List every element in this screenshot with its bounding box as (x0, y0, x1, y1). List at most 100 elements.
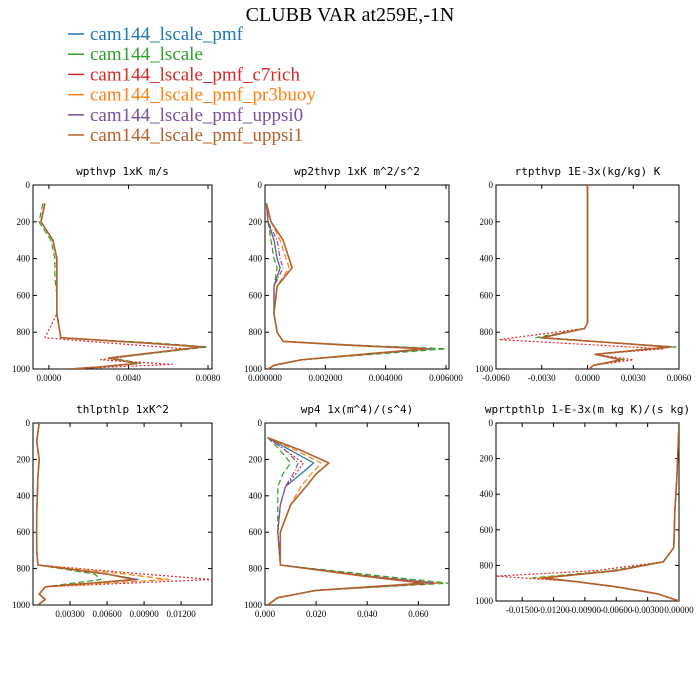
legend-label: cam144_lscale_pmf (90, 24, 244, 45)
series-line (265, 203, 426, 369)
legend: cam144_lscale_pmfcam144_lscalecam144_lsc… (68, 24, 316, 146)
panel-title: wp4 1x(m^4)/(s^4) (301, 403, 414, 416)
series-line (537, 423, 679, 601)
y-tick-label: 1000 (244, 364, 263, 374)
x-tick-label: -0.0030 (528, 373, 556, 383)
y-tick-label: 600 (249, 527, 263, 537)
x-tick-label: -0.0060 (482, 373, 510, 383)
y-tick-label: 400 (17, 491, 31, 501)
series-line (36, 423, 102, 605)
y-tick-label: 800 (480, 560, 494, 570)
x-tick-label: -0.00900 (569, 605, 602, 615)
y-tick-label: 1000 (475, 596, 494, 606)
series-line (40, 203, 205, 369)
plot-frame (495, 422, 680, 602)
y-tick-label: 400 (480, 254, 494, 264)
y-tick-label: 200 (249, 217, 263, 227)
y-tick-label: 0 (26, 180, 31, 190)
series-line (267, 437, 435, 605)
series-line (541, 185, 673, 369)
x-tick-label: 0.0000 (37, 373, 62, 383)
panel-title: thlpthlp 1xK^2 (76, 403, 169, 416)
x-tick-label: 0.0060 (667, 373, 692, 383)
y-tick-label: 400 (17, 254, 31, 264)
panel-title: rtpthvp 1E-3x(kg/kg) K (515, 165, 661, 178)
series-line (531, 423, 679, 601)
chart-panel: wp2thvp 1xK m^2/s^2020040060080010000.00… (244, 165, 463, 383)
series-line (534, 185, 677, 369)
series-line (540, 185, 671, 369)
y-tick-label: 200 (249, 454, 263, 464)
y-tick-label: 200 (480, 217, 494, 227)
y-tick-label: 200 (17, 217, 31, 227)
chart-panel: wpthvp 1xK m/s 0 200 400 600 800 1000 0.0000 0.0… (12, 165, 221, 383)
chart-panel: thlpthlp 1xK^2 0 200 400 600 800 1000 0.00300 0.… (12, 403, 213, 619)
series-line (40, 203, 203, 369)
y-tick-label: 0 (258, 418, 263, 428)
y-tick-label: 400 (249, 491, 263, 501)
x-tick-label: 0.00000 (664, 605, 694, 615)
y-tick-label: 400 (249, 254, 263, 264)
legend-label: cam144_lscale_pmf_uppsi1 (90, 125, 303, 146)
x-tick-label: 0.020 (306, 609, 327, 619)
x-tick-label: 0.060 (408, 609, 429, 619)
y-tick-label: 800 (17, 327, 31, 337)
plot-frame (32, 422, 213, 606)
x-tick-label: 0.0080 (196, 373, 221, 383)
x-tick-label: 0.00600 (92, 609, 122, 619)
series-line (542, 423, 679, 601)
plot-frame (32, 184, 213, 370)
series-line (541, 185, 673, 369)
y-tick-label: 800 (480, 327, 494, 337)
y-tick-label: 0 (489, 180, 494, 190)
x-tick-label: -0.01500 (506, 605, 539, 615)
x-tick-label: -0.00300 (632, 605, 665, 615)
series-line (498, 185, 665, 369)
x-tick-label: 0.000 (255, 609, 276, 619)
x-tick-label: 0.00900 (129, 609, 159, 619)
legend-label: cam144_lscale_pmf_pr3buoy (90, 85, 316, 106)
panel-title: wprtpthlp 1-E-3x(m kg K)/(s kg) (485, 403, 690, 416)
x-tick-label: 0.0040 (116, 373, 141, 383)
x-tick-label: 0.0000 (575, 373, 600, 383)
series-line (542, 423, 679, 601)
y-tick-label: 600 (17, 527, 31, 537)
series-line (35, 423, 135, 605)
legend-label: cam144_lscale (90, 44, 203, 65)
y-tick-label: 600 (249, 290, 263, 300)
y-tick-label: 200 (480, 454, 494, 464)
y-tick-label: 600 (480, 525, 494, 535)
legend-label: cam144_lscale_pmf_uppsi0 (90, 105, 303, 126)
series-line (36, 423, 170, 605)
y-tick-label: 800 (249, 327, 263, 337)
y-tick-label: 600 (480, 290, 494, 300)
x-tick-label: 0.000000 (248, 373, 282, 383)
chart-panel: rtpthvp 1E-3x(kg/kg) K02004006008001000-… (475, 165, 692, 383)
x-tick-label: -0.00600 (600, 605, 633, 615)
chart-panel: wprtpthlp 1-E-3x(m kg K)/(s kg) 0 200 400 60… (475, 403, 694, 615)
y-tick-label: 200 (17, 454, 31, 464)
x-tick-label: 0.0030 (621, 373, 646, 383)
x-tick-label: -0.01200 (537, 605, 570, 615)
plot-frame (264, 184, 450, 370)
plot-frame (264, 422, 450, 606)
series-line (542, 423, 679, 601)
y-tick-label: 1000 (244, 600, 263, 610)
panel-title: wpthvp 1xK m/s (76, 165, 169, 178)
panel-title: wp2thvp 1xK m^2/s^2 (294, 165, 420, 178)
series-line (265, 203, 447, 369)
x-tick-label: 0.006000 (429, 373, 463, 383)
y-tick-label: 0 (258, 180, 263, 190)
y-tick-label: 1000 (12, 364, 31, 374)
x-tick-label: 0.040 (357, 609, 378, 619)
legend-label: cam144_lscale_pmf_c7rich (90, 64, 300, 85)
series-line (541, 185, 673, 369)
y-tick-label: 0 (26, 418, 31, 428)
y-tick-label: 600 (17, 290, 31, 300)
y-tick-label: 1000 (475, 364, 494, 374)
x-tick-label: 0.002000 (308, 373, 342, 383)
x-tick-label: 0.01200 (167, 609, 197, 619)
